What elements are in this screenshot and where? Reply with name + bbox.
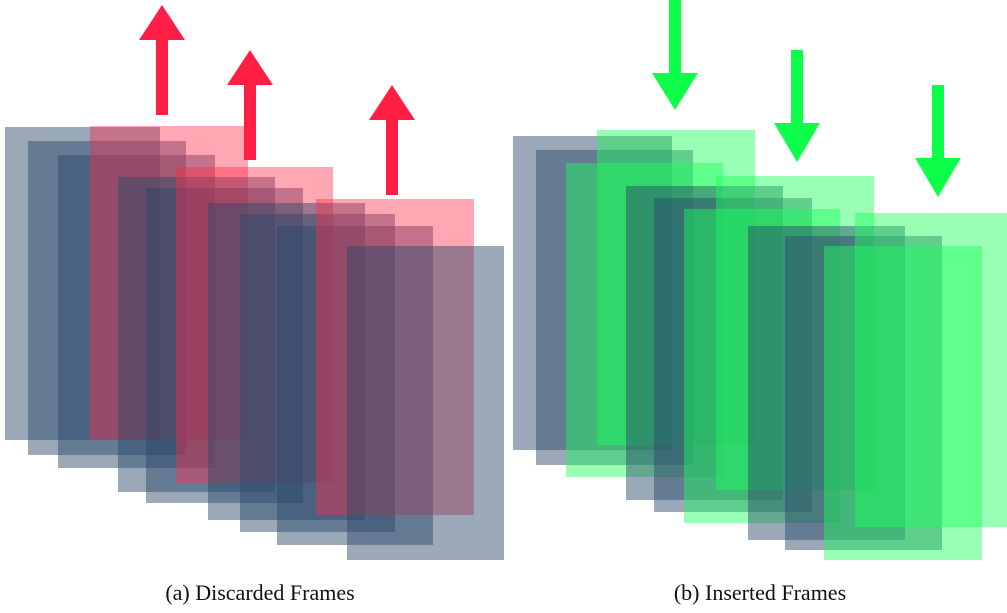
- inserted-frame: [824, 246, 982, 560]
- arrow-head: [652, 73, 698, 110]
- arrow-head: [369, 85, 415, 120]
- figure: (a) Discarded Frames (b) Inserted Frames: [0, 0, 1007, 613]
- arrow-shaft: [669, 0, 681, 78]
- arrow-shaft: [791, 50, 803, 128]
- caption: (a) Discarded Frames: [165, 580, 354, 605]
- arrow-head: [915, 158, 961, 197]
- arrow-head: [227, 50, 273, 85]
- arrow-head: [774, 123, 820, 162]
- discarded-frames-panel: (a) Discarded Frames: [5, 5, 504, 605]
- arrow-shaft: [244, 80, 256, 160]
- arrow-shaft: [932, 85, 944, 163]
- arrow-shaft: [156, 35, 168, 115]
- arrow-shaft: [386, 115, 398, 195]
- inserted-frames-panel: (b) Inserted Frames: [513, 0, 1007, 605]
- frame: [347, 246, 504, 560]
- arrow-head: [139, 5, 185, 40]
- caption: (b) Inserted Frames: [674, 580, 846, 605]
